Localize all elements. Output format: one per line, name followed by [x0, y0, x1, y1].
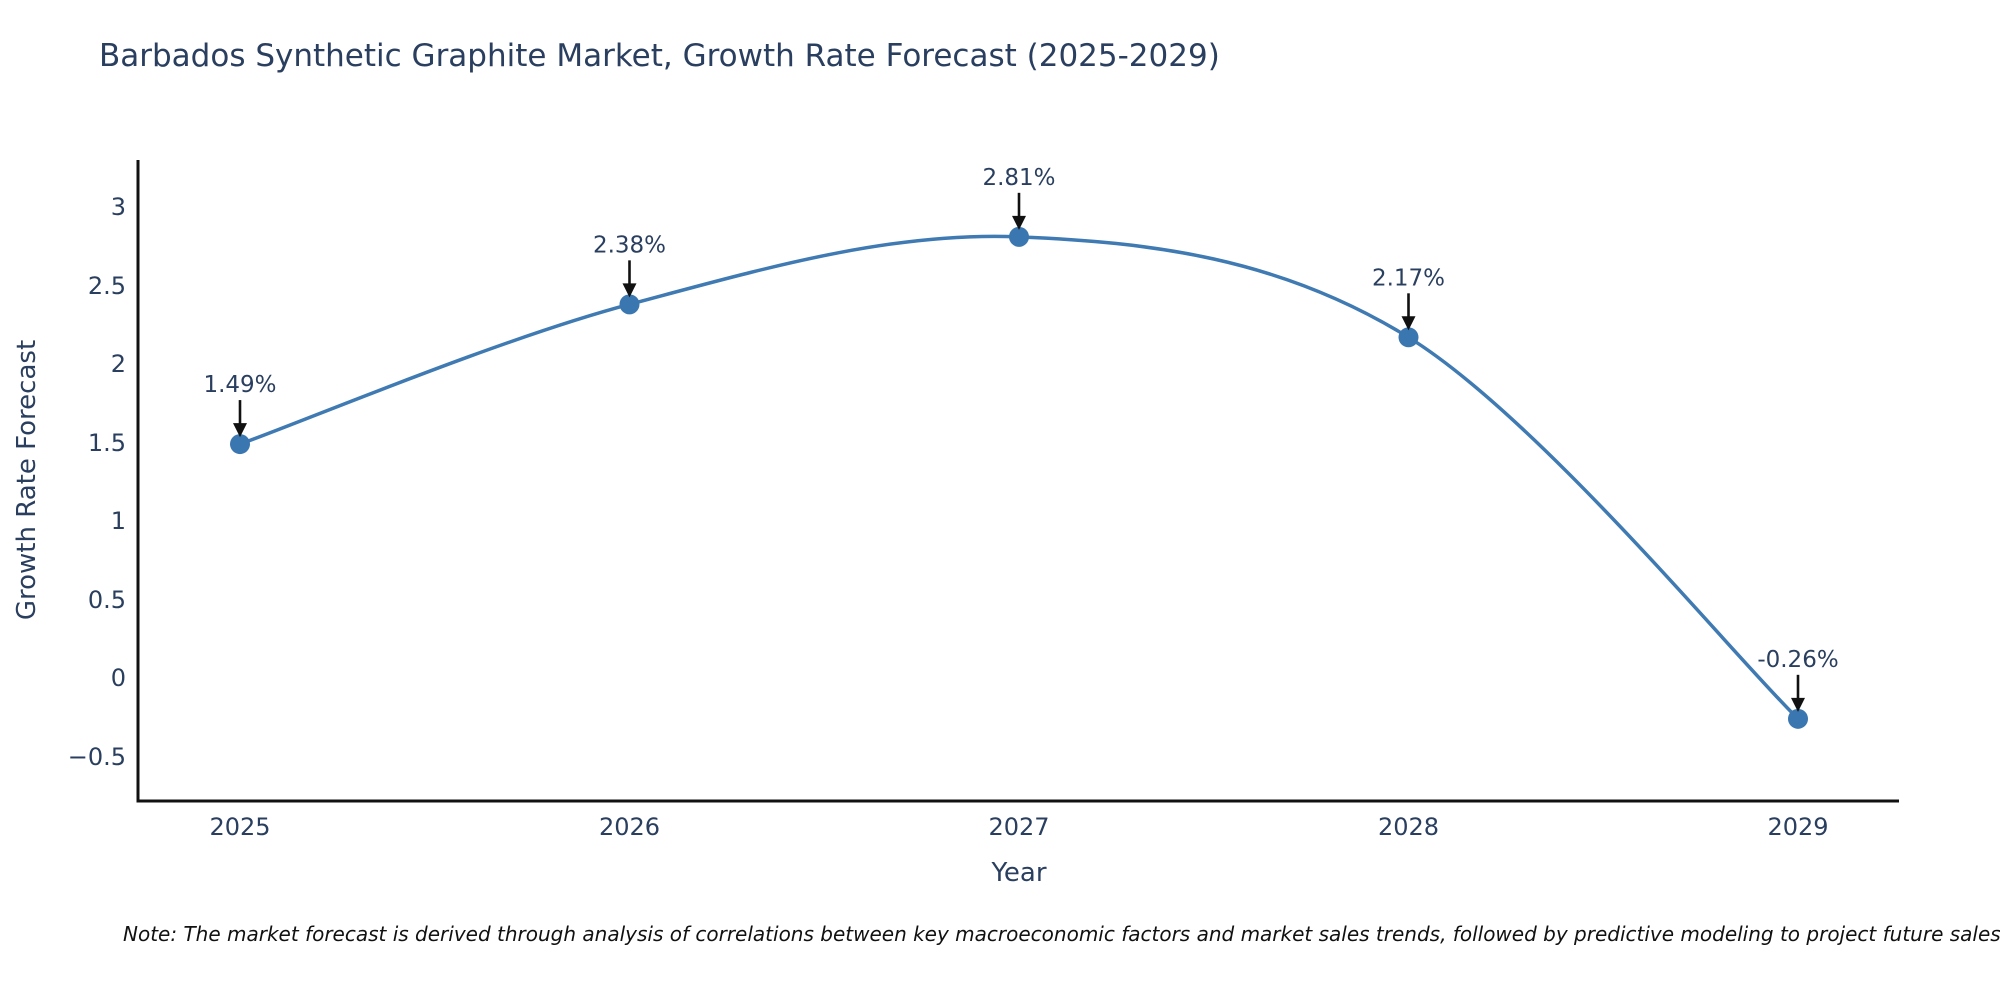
- chart-title: Barbados Synthetic Graphite Market, Grow…: [99, 38, 1220, 74]
- data-point-marker: [1788, 708, 1808, 729]
- y-tick-label: 3: [110, 193, 126, 221]
- annotation-arrowhead-icon: [1791, 697, 1805, 712]
- data-point-marker: [1398, 327, 1419, 348]
- y-tick-label: 2: [110, 350, 126, 378]
- data-point-label: -0.26%: [1757, 647, 1838, 673]
- annotation-arrowhead-icon: [1012, 215, 1026, 230]
- x-tick-label: 2025: [209, 813, 271, 841]
- x-tick-label: 2026: [598, 813, 661, 841]
- x-tick-label: 2029: [1767, 813, 1829, 841]
- y-tick-label: 1: [110, 507, 126, 535]
- data-point-marker: [1009, 226, 1029, 247]
- x-tick-label: 2027: [988, 813, 1050, 841]
- y-tick-label: 0: [110, 664, 126, 692]
- data-point-marker: [619, 294, 640, 315]
- y-tick-label: −0.5: [67, 742, 126, 771]
- y-tick-label: 2.5: [87, 271, 126, 300]
- data-point-marker: [230, 434, 250, 455]
- y-tick-label: 1.5: [87, 428, 126, 457]
- x-axis-title: Year: [991, 858, 1047, 888]
- data-point-label: 2.17%: [1372, 265, 1445, 291]
- annotation-arrowhead-icon: [1401, 316, 1416, 331]
- x-tick-label: 2028: [1377, 813, 1440, 841]
- y-tick-label: 0.5: [87, 585, 126, 614]
- growth-rate-line: [239, 234, 1800, 721]
- data-point-label: 1.49%: [203, 372, 276, 398]
- data-point-label: 2.38%: [593, 232, 666, 258]
- data-point-label: 2.81%: [982, 165, 1055, 191]
- annotation-arrowhead-icon: [233, 423, 247, 438]
- annotation-arrowhead-icon: [622, 283, 637, 298]
- footnote: Note: The market forecast is derived thr…: [123, 922, 2000, 946]
